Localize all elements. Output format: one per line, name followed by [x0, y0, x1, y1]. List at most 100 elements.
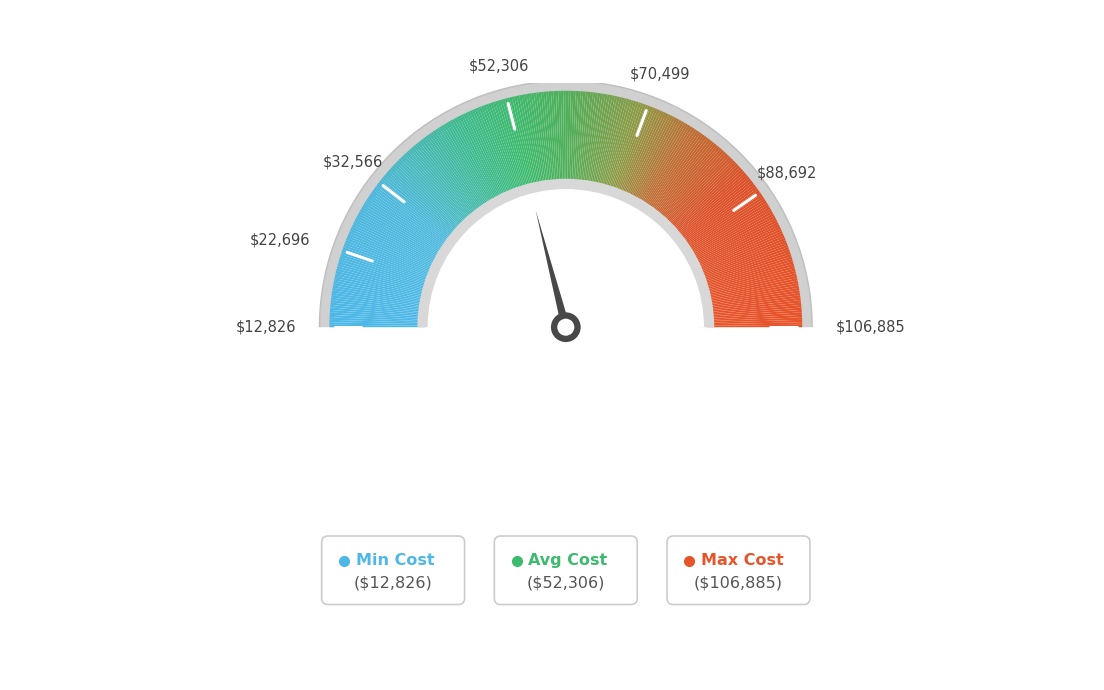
- Wedge shape: [686, 203, 768, 254]
- Wedge shape: [582, 92, 595, 188]
- Wedge shape: [646, 133, 703, 213]
- Wedge shape: [519, 95, 540, 189]
- Wedge shape: [657, 146, 720, 221]
- Wedge shape: [707, 310, 802, 318]
- Wedge shape: [332, 288, 427, 305]
- Wedge shape: [704, 290, 799, 306]
- Wedge shape: [594, 95, 615, 190]
- Wedge shape: [369, 195, 449, 249]
- Wedge shape: [705, 293, 800, 308]
- Text: ($12,826): ($12,826): [353, 575, 433, 591]
- Wedge shape: [498, 100, 527, 193]
- Wedge shape: [395, 161, 465, 230]
- Wedge shape: [370, 193, 450, 248]
- Wedge shape: [372, 190, 452, 247]
- Wedge shape: [439, 126, 491, 208]
- Wedge shape: [651, 139, 711, 216]
- Wedge shape: [477, 108, 514, 197]
- Wedge shape: [505, 98, 531, 191]
- Wedge shape: [705, 305, 802, 315]
- Wedge shape: [705, 295, 800, 310]
- Text: ($52,306): ($52,306): [527, 575, 605, 591]
- Wedge shape: [700, 254, 792, 285]
- Wedge shape: [383, 175, 458, 237]
- Wedge shape: [347, 235, 436, 274]
- Wedge shape: [691, 220, 777, 264]
- Wedge shape: [650, 137, 709, 215]
- Wedge shape: [330, 313, 425, 320]
- Wedge shape: [331, 300, 426, 313]
- Wedge shape: [378, 182, 455, 242]
- Wedge shape: [401, 157, 468, 226]
- Wedge shape: [343, 245, 434, 279]
- Wedge shape: [698, 247, 789, 281]
- Wedge shape: [692, 222, 778, 266]
- Wedge shape: [614, 105, 648, 195]
- Wedge shape: [406, 152, 471, 224]
- Wedge shape: [683, 197, 764, 250]
- Wedge shape: [585, 93, 601, 188]
- Wedge shape: [339, 259, 431, 288]
- Wedge shape: [449, 120, 498, 204]
- Wedge shape: [598, 97, 623, 190]
- Wedge shape: [381, 179, 456, 239]
- Wedge shape: [707, 317, 803, 323]
- Wedge shape: [407, 150, 473, 223]
- Wedge shape: [445, 122, 496, 206]
- Wedge shape: [437, 128, 490, 209]
- Wedge shape: [351, 226, 438, 268]
- Wedge shape: [358, 213, 443, 261]
- Wedge shape: [348, 233, 436, 273]
- Wedge shape: [500, 99, 528, 192]
- Wedge shape: [559, 91, 563, 186]
- Wedge shape: [633, 119, 680, 204]
- Wedge shape: [661, 153, 728, 224]
- FancyBboxPatch shape: [321, 536, 465, 604]
- Wedge shape: [684, 201, 767, 253]
- Wedge shape: [688, 209, 772, 258]
- Wedge shape: [512, 97, 535, 190]
- Wedge shape: [563, 91, 565, 186]
- Wedge shape: [374, 186, 453, 244]
- Wedge shape: [382, 177, 457, 239]
- Wedge shape: [404, 153, 470, 224]
- Wedge shape: [486, 104, 520, 195]
- Wedge shape: [620, 109, 660, 198]
- Wedge shape: [352, 224, 439, 267]
- Wedge shape: [573, 91, 581, 187]
- Wedge shape: [676, 179, 751, 239]
- Wedge shape: [599, 97, 625, 191]
- Wedge shape: [335, 278, 428, 299]
- Wedge shape: [569, 91, 573, 186]
- Wedge shape: [484, 105, 518, 195]
- Wedge shape: [581, 92, 593, 188]
- Wedge shape: [471, 109, 511, 198]
- Wedge shape: [556, 91, 561, 186]
- Wedge shape: [337, 266, 429, 292]
- Wedge shape: [628, 115, 673, 201]
- Wedge shape: [675, 177, 750, 239]
- Wedge shape: [631, 118, 678, 203]
- Wedge shape: [360, 209, 444, 258]
- Wedge shape: [549, 91, 556, 187]
- Wedge shape: [425, 136, 484, 214]
- Wedge shape: [652, 140, 713, 217]
- Wedge shape: [644, 130, 699, 210]
- Wedge shape: [680, 188, 758, 246]
- Text: Min Cost: Min Cost: [355, 553, 434, 569]
- Wedge shape: [592, 95, 613, 189]
- Wedge shape: [359, 211, 443, 259]
- Wedge shape: [572, 91, 578, 186]
- Wedge shape: [410, 148, 474, 221]
- Wedge shape: [490, 102, 522, 194]
- Wedge shape: [565, 91, 569, 186]
- Wedge shape: [703, 278, 797, 299]
- Wedge shape: [658, 148, 722, 221]
- Wedge shape: [444, 124, 495, 207]
- Wedge shape: [623, 111, 665, 199]
- Wedge shape: [335, 275, 428, 298]
- Wedge shape: [689, 211, 773, 259]
- Wedge shape: [677, 182, 754, 242]
- Wedge shape: [333, 283, 427, 302]
- Wedge shape: [605, 100, 634, 193]
